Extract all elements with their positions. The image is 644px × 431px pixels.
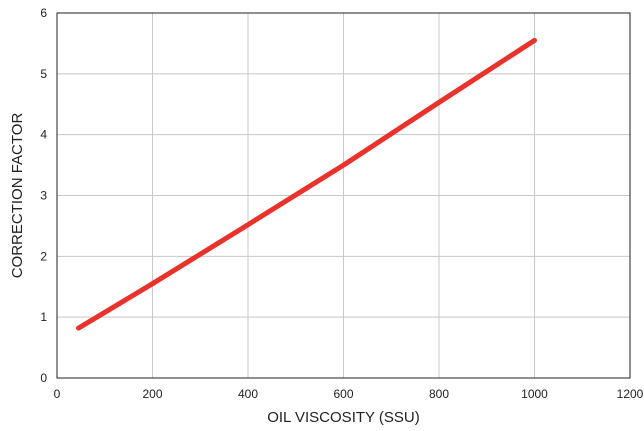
grid-lines (57, 13, 630, 378)
data-series (76, 37, 537, 331)
y-tick-label: 3 (40, 189, 47, 203)
y-tick-label: 2 (40, 249, 47, 263)
x-tick-label: 600 (333, 387, 353, 401)
x-axis-title: OIL VISCOSITY (SSU) (267, 409, 420, 426)
x-tick-label: 0 (54, 387, 61, 401)
y-tick-label: 6 (40, 6, 47, 20)
y-tick-label: 0 (40, 371, 47, 385)
y-tick-label: 1 (40, 310, 47, 324)
x-tick-label: 400 (238, 387, 258, 401)
y-axis-title: CORRECTION FACTOR (9, 113, 26, 279)
x-tick-label: 800 (429, 387, 449, 401)
axis-tick-labels: 0 200 400 600 800 1000 1200 0 1 2 3 4 5 6 (40, 6, 643, 401)
series-line (76, 37, 537, 331)
y-tick-label: 5 (40, 67, 47, 81)
y-tick-label: 4 (40, 128, 47, 142)
x-tick-label: 1000 (521, 387, 548, 401)
plot-area-frame (56, 12, 631, 379)
x-tick-label: 200 (142, 387, 162, 401)
x-tick-label: 1200 (617, 387, 644, 401)
